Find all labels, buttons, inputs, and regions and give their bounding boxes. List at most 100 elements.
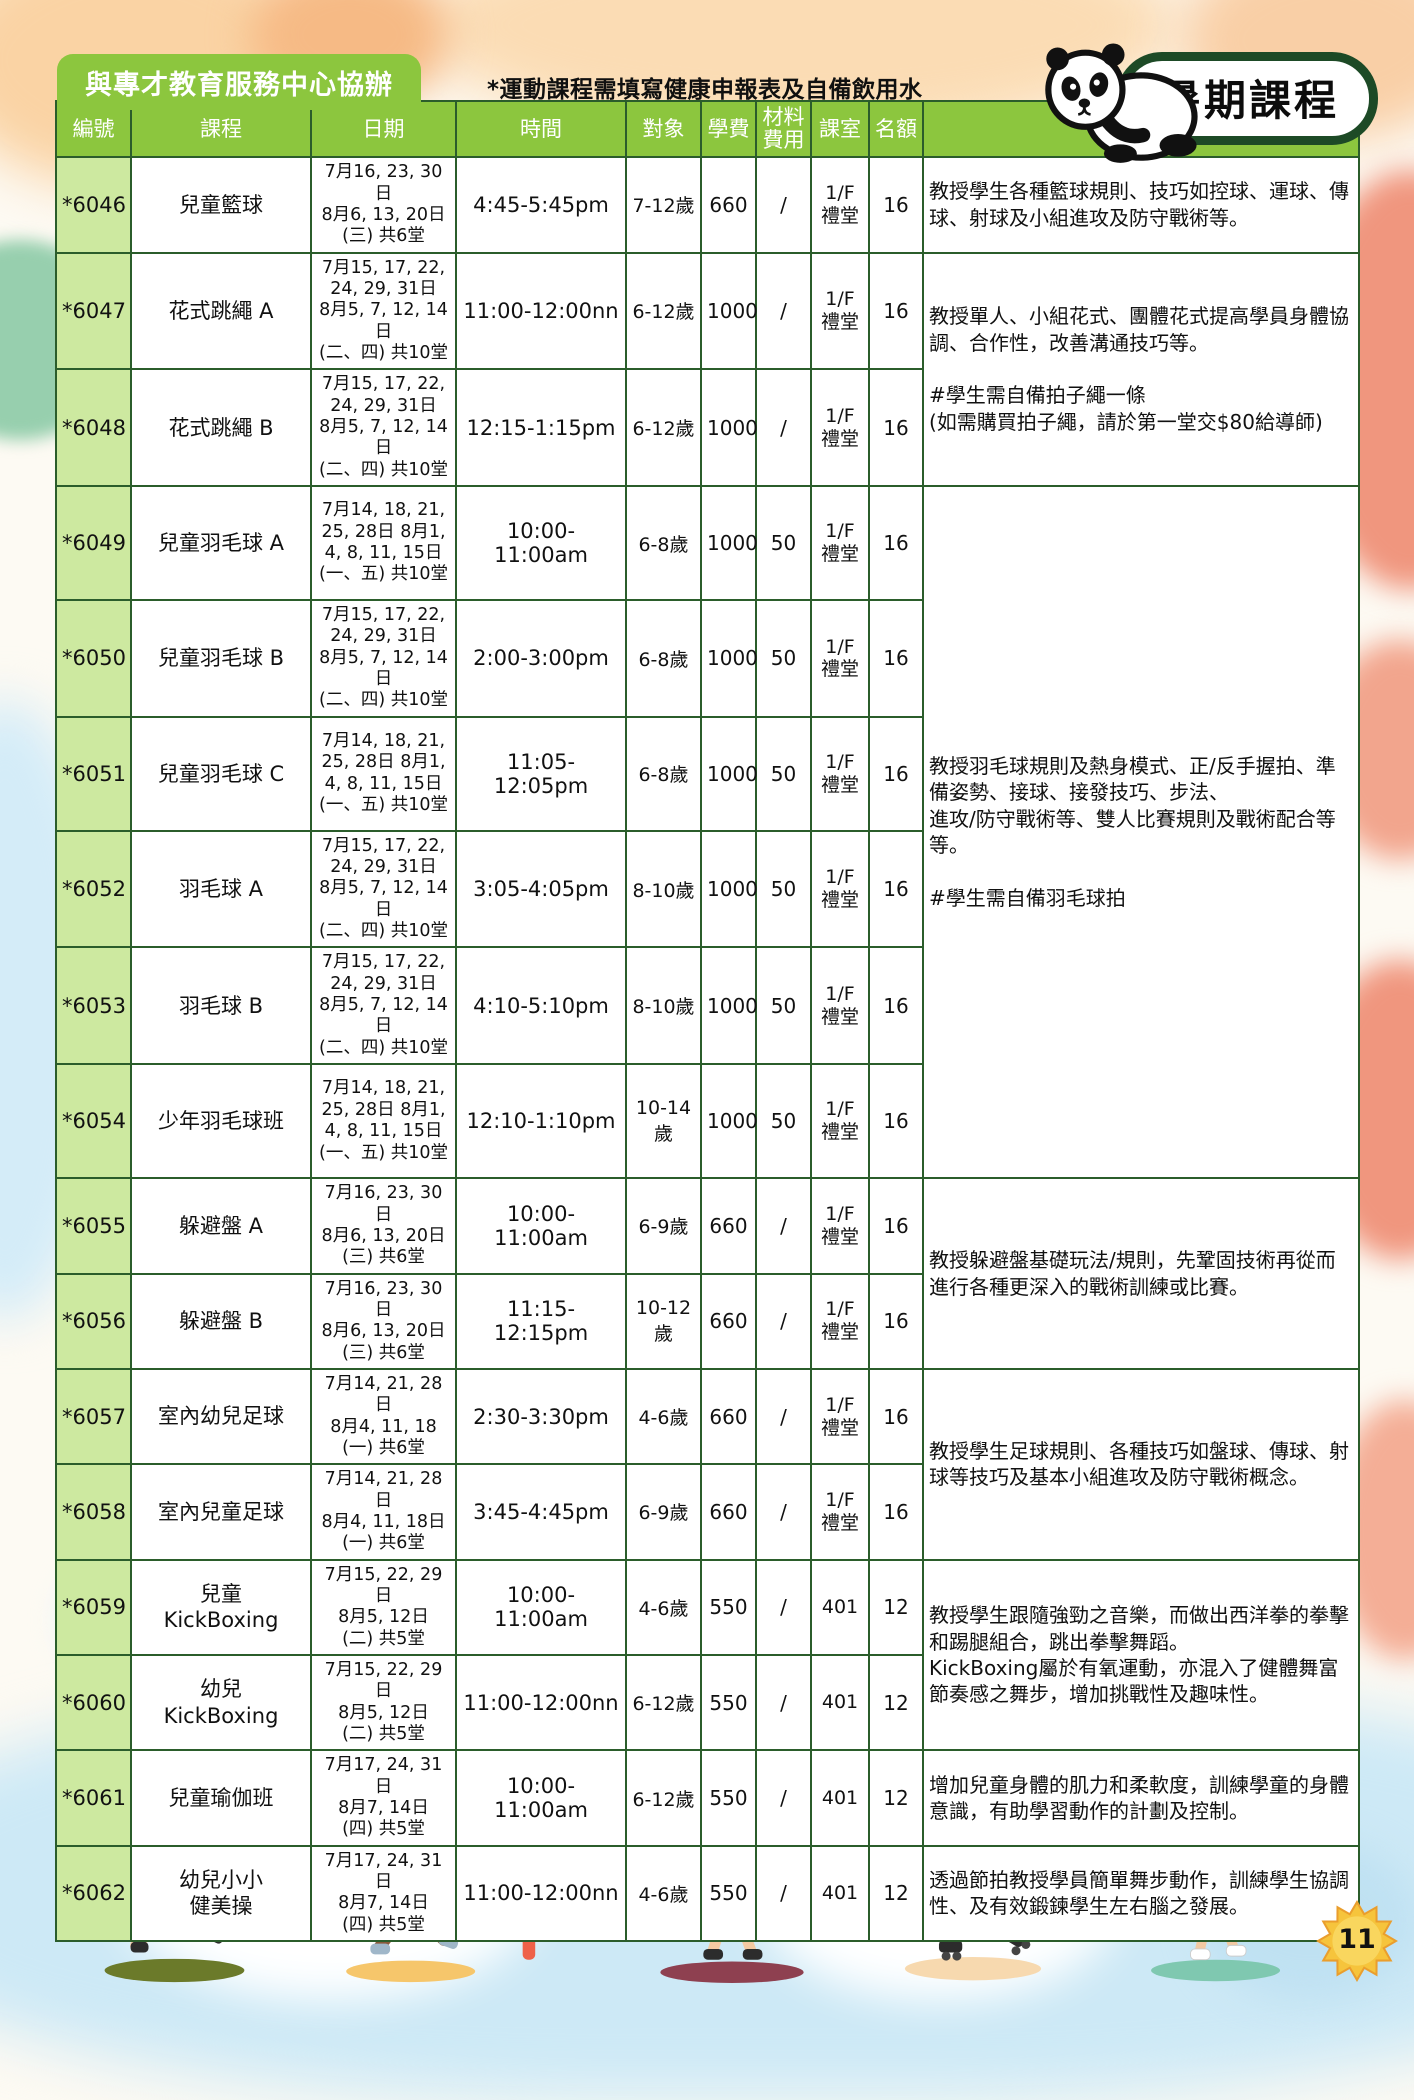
cell-course: 兒童羽毛球 B [130,599,312,718]
cell-fee: 550 [700,1749,757,1847]
cell-course: 兒童 KickBoxing [130,1558,312,1657]
cell-time: 11:00-12:00nn [455,1844,627,1943]
table-row: *6050 兒童羽毛球 B 7月15, 17, 22, 24, 29, 31日 8月… [55,599,1359,718]
cell-age: 6-12歲 [625,1654,702,1752]
cell-fee: 1000 [700,715,758,832]
column-header-room: 課室 [810,99,870,159]
table-row: *6054 少年羽毛球班 7月14, 18, 21, 25, 28日 8月1, 4,… [55,1063,1359,1180]
cell-date: 7月15, 17, 22, 24, 29, 31日 8月5, 7, 12, 14… [310,829,457,949]
cell-time: 10:00-11:00am [455,1177,627,1275]
cell-fee: 660 [700,1177,757,1275]
cell-quota: 12 [868,1844,924,1943]
table-row: *6056 躲避盤 B 7月16, 23, 30日 8月6, 13, 20日 (三)… [55,1272,1359,1370]
cell-age: 6-12歲 [625,1749,702,1847]
cell-fee: 660 [700,1463,757,1561]
cell-num: *6062 [55,1844,132,1943]
cell-num: *6049 [55,485,132,601]
cell-date: 7月14, 18, 21, 25, 28日 8月1, 4, 8, 11, 15日… [310,1063,457,1180]
cell-age: 6-8歲 [625,485,702,601]
cell-fee: 1000 [700,251,758,371]
cell-num: *6046 [55,156,132,254]
table-row: *6058 室內兒童足球 7月14, 21, 28日 8月4, 11, 18日 (一… [55,1463,1359,1561]
cell-quota: 16 [868,1177,924,1275]
cell-date: 7月17, 24, 31日 8月7, 14日 (四) 共5堂 [310,1749,457,1847]
cell-quota: 16 [868,1367,924,1466]
cell-quota: 12 [868,1558,924,1657]
cell-num: *6061 [55,1749,132,1847]
cell-content: 教授學生足球規則、各種技巧如盤球、傳球、射球等技巧及基本小組進攻及防守戰術概念。 [922,1367,1360,1561]
cell-course: 少年羽毛球班 [130,1063,312,1180]
cell-content: 增加兒童身體的肌力和柔軟度，訓練學童的身體意識，有助學習動作的計劃及控制。 [922,1749,1360,1847]
cell-date: 7月15, 17, 22, 24, 29, 31日 8月5, 7, 12, 14… [310,946,457,1066]
cell-num: *6058 [55,1463,132,1561]
cell-fee: 660 [700,1367,757,1466]
cell-date: 7月16, 23, 30日 8月6, 13, 20日 (三) 共6堂 [310,156,457,254]
cell-age: 6-12歲 [625,368,702,487]
column-header-time: 時間 [455,99,627,159]
course-table: 編號 課程 日期 時間 對象 學費 材料費用 課室 名額 內容 *6046兒童籃… [55,99,1360,1943]
column-header-material: 材料費用 [755,99,812,159]
cell-fee: 660 [700,1272,757,1370]
cell-age: 4-6歲 [625,1844,702,1943]
cell-fee: 1000 [700,946,758,1066]
cell-material: 50 [755,829,812,949]
cell-course: 躲避盤 A [130,1177,312,1275]
cell-quota: 16 [868,485,924,601]
cell-fee: 550 [700,1654,757,1752]
table-row: *6062 幼兒小小 健美操 7月17, 24, 31日 8月7, 14日 (四) … [55,1844,1360,1943]
cell-time: 4:10-5:10pm [455,946,627,1066]
cell-material: / [755,156,812,254]
cell-quota: 12 [868,1749,924,1847]
cell-time: 10:00-11:00am [455,485,627,601]
cell-fee: 1000 [700,599,758,718]
cell-content: 教授學生跟隨強勁之音樂，而做出西洋拳的拳擊和踢腿組合，跳出拳擊舞蹈。 KickB… [922,1558,1360,1752]
cell-date: 7月14, 18, 21, 25, 28日 8月1, 4, 8, 11, 15日… [310,715,457,832]
cell-room: 1/F 禮堂 [810,829,870,949]
summer-course-badge-group: 暑期課程 [1045,43,1378,163]
cell-date: 7月14, 21, 28日 8月4, 11, 18 (一) 共6堂 [310,1367,457,1466]
cell-room: 1/F 禮堂 [810,1367,870,1466]
cell-course: 兒童籃球 [130,156,312,254]
cell-course: 羽毛球 B [130,946,312,1066]
cell-room: 1/F 禮堂 [810,1272,870,1370]
cell-age: 6-8歲 [625,715,702,832]
cell-time: 10:00-11:00am [455,1749,627,1847]
cell-age: 7-12歲 [625,156,702,254]
cell-content: 教授單人、小組花式、團體花式提高學員身體協調、合作性，改善溝通技巧等。 #學生需… [922,251,1360,488]
health-declaration-note: *運動課程需填寫健康申報表及自備飲用水 [487,77,923,103]
cell-quota: 16 [868,1063,924,1180]
cell-time: 2:30-3:30pm [455,1367,627,1466]
cell-fee: 1000 [700,485,758,601]
cell-material: / [755,251,812,371]
cell-num: *6054 [55,1063,132,1180]
cell-date: 7月15, 22, 29日 8月5, 12日 (二) 共5堂 [310,1558,457,1657]
cell-age: 6-9歲 [625,1177,702,1275]
page-number: 11 [1338,1924,1376,1955]
cell-time: 11:00-12:00nn [455,251,627,371]
cell-course: 兒童瑜伽班 [130,1749,312,1847]
cell-time: 11:00-12:00nn [455,1654,627,1752]
cell-material: 50 [755,1063,812,1180]
table-row: *6055 躲避盤 A 7月16, 23, 30日 8月6, 13, 20日 (三)… [55,1177,1360,1370]
cell-time: 4:45-5:45pm [455,156,627,254]
cell-course: 花式跳繩 A [130,251,312,371]
cell-time: 10:00-11:00am [455,1558,627,1657]
cell-quota: 12 [868,1654,924,1752]
column-header-age: 對象 [625,99,702,159]
cell-age: 6-12歲 [625,251,702,371]
cell-course: 花式跳繩 B [130,368,312,487]
cell-material: / [755,1654,812,1752]
cell-date: 7月15, 17, 22, 24, 29, 31日 8月5, 7, 12, 14… [310,251,457,371]
cell-room: 1/F 禮堂 [810,368,870,487]
cell-num: *6047 [55,251,132,371]
cell-material: / [755,368,812,487]
cell-age: 8-10歲 [625,946,702,1066]
cell-quota: 16 [868,156,924,254]
cell-num: *6052 [55,829,132,949]
cell-quota: 16 [868,946,924,1066]
cell-content: 教授學生各種籃球規則、技巧如控球、運球、傳球、射球及小組進攻及防守戰術等。 [922,156,1360,254]
organizer-tab-label: 與專才教育服務中心協辦 [85,70,393,101]
table-row: *6048 花式跳繩 B 7月15, 17, 22, 24, 29, 31日 8月5… [55,368,1359,487]
cell-date: 7月16, 23, 30日 8月6, 13, 20日 (三) 共6堂 [310,1177,457,1275]
cell-fee: 1000 [700,829,758,949]
